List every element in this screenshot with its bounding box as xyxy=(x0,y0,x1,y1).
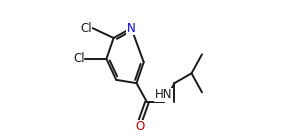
Text: Cl: Cl xyxy=(73,52,85,65)
Text: O: O xyxy=(136,120,145,133)
Text: Cl: Cl xyxy=(80,22,92,35)
Text: N: N xyxy=(127,22,136,35)
Text: HN: HN xyxy=(155,89,172,102)
